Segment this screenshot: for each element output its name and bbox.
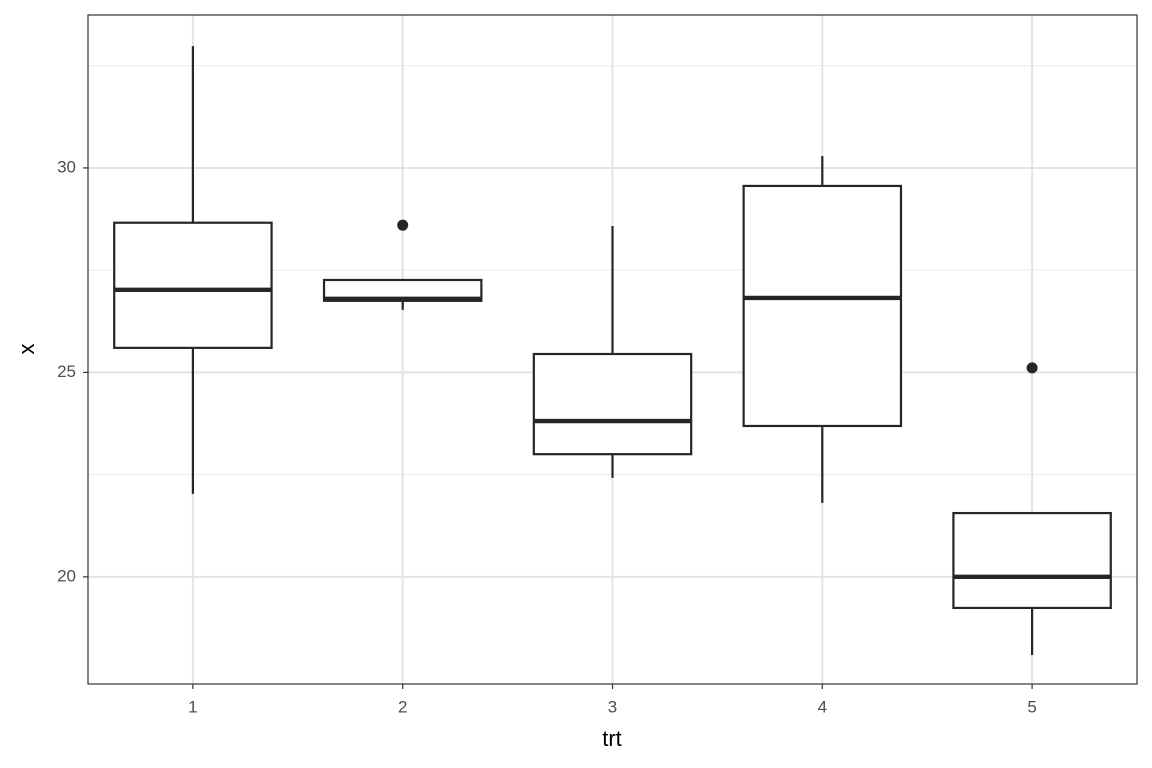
x-tick-label: 3 — [608, 697, 617, 716]
x-axis-title: trt — [602, 726, 622, 751]
x-tick-label: 1 — [188, 697, 197, 716]
y-tick-label: 30 — [57, 157, 76, 176]
y-axis-title: x — [14, 344, 39, 355]
outlier — [397, 219, 409, 231]
box — [113, 221, 273, 349]
x-tick-label: 4 — [818, 697, 827, 716]
x-tick-label: 2 — [398, 697, 407, 716]
x-tick-label: 5 — [1027, 697, 1036, 716]
marks — [113, 46, 1112, 655]
y-tick-label: 25 — [57, 362, 76, 381]
box — [952, 511, 1112, 610]
y-tick-label: 20 — [57, 566, 76, 585]
box — [742, 184, 903, 428]
box — [532, 352, 693, 456]
outlier — [1026, 362, 1038, 374]
